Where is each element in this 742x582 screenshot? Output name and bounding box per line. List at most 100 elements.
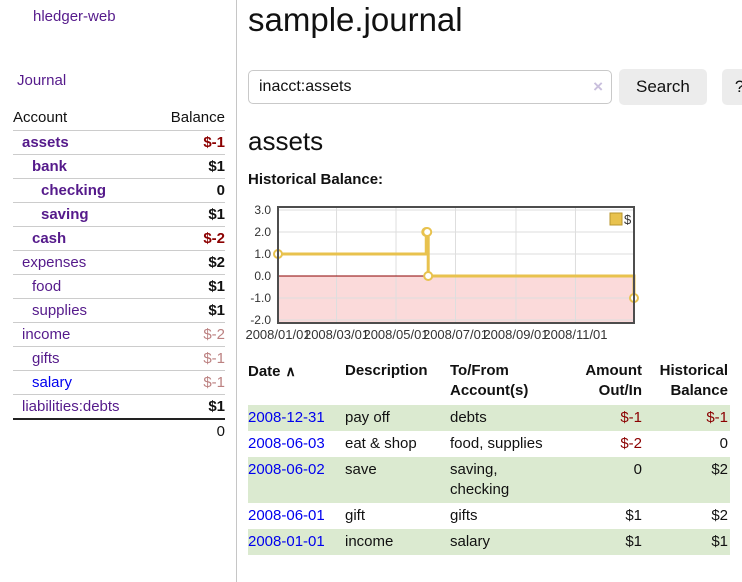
account-row: checking 0 [13, 178, 225, 203]
svg-text:2008/05/01: 2008/05/01 [363, 327, 428, 342]
clear-search-icon[interactable]: × [593, 77, 603, 96]
register-row: 2008-06-03 eat & shop food, supplies $-2… [248, 431, 730, 457]
register-row: 2008-06-02 save saving, checking 0 $2 [248, 457, 730, 503]
transaction-date-link[interactable]: 2008-06-01 [248, 507, 325, 524]
transaction-accounts: debts [450, 409, 487, 426]
transaction-amount: $1 [625, 507, 642, 524]
transaction-date-link[interactable]: 2008-06-02 [248, 461, 325, 478]
account-row: food $1 [13, 274, 225, 299]
transaction-date-link[interactable]: 2008-01-01 [248, 533, 325, 550]
transaction-accounts: gifts [450, 507, 478, 524]
account-row: assets $-1 [13, 130, 225, 155]
account-link-gifts[interactable]: gifts [32, 350, 60, 367]
register-header-balance: Historical Balance [659, 362, 728, 399]
svg-text:3.0: 3.0 [254, 203, 271, 217]
account-row: bank $1 [13, 154, 225, 179]
account-balance: $-1 [153, 346, 225, 371]
transaction-balance: 0 [719, 435, 728, 452]
transaction-amount: $-2 [620, 435, 642, 452]
transaction-accounts: food, supplies [450, 435, 543, 452]
accounts-total-value: 0 [153, 418, 225, 443]
transaction-balance: $1 [711, 533, 728, 550]
account-balance: $1 [153, 394, 225, 419]
account-row: income $-2 [13, 322, 225, 347]
transaction-date-link[interactable]: 2008-06-03 [248, 435, 325, 452]
account-balance: $1 [153, 298, 225, 323]
main-content: sample.journal × Search ? assets Histori… [245, 0, 742, 555]
account-balance: $-1 [153, 370, 225, 395]
legend-swatch-icon [609, 212, 623, 226]
account-balance: $-2 [153, 322, 225, 347]
accounts-table: Account Balance assets $-1 bank $1 check… [13, 106, 225, 443]
account-link-checking[interactable]: checking [41, 182, 107, 199]
register-header-date[interactable]: Date ∧ [248, 363, 296, 380]
brand-link[interactable]: hledger-web [33, 8, 116, 25]
historical-balance-chart: 3.0 2.0 1.0 0.0 -1.0 -2.02008/01/012008/03/01… [245, 203, 639, 342]
transaction-amount: $-1 [620, 409, 642, 426]
account-row: cash $-2 [13, 226, 225, 251]
transaction-accounts: salary [450, 533, 491, 550]
account-link-cash[interactable]: cash [32, 230, 67, 247]
account-balance: $1 [153, 202, 225, 227]
svg-text:2008/11/01: 2008/11/01 [543, 327, 607, 342]
account-row: liabilities:debts $1 [13, 394, 225, 419]
search-input[interactable] [248, 70, 612, 104]
svg-text:2008/01/01: 2008/01/01 [245, 327, 310, 342]
help-button[interactable]: ? [721, 69, 742, 105]
transaction-description: gift [345, 507, 366, 524]
account-link-liabilities-debts[interactable]: liabilities:debts [22, 398, 120, 415]
account-row: expenses $2 [13, 250, 225, 275]
search-button[interactable]: Search [619, 69, 707, 105]
account-link-supplies[interactable]: supplies [32, 302, 88, 319]
account-balance: $2 [153, 250, 225, 275]
register-table: Date ∧ Description To/From Account(s) Amo… [248, 359, 730, 555]
sort-asc-icon: ∧ [285, 363, 296, 379]
transaction-description: eat & shop [345, 435, 417, 452]
transaction-balance: $2 [711, 507, 728, 524]
chart-title: Historical Balance: [248, 171, 384, 188]
svg-text:2008/03/01: 2008/03/01 [304, 327, 369, 342]
register-header-description: Description [345, 362, 428, 379]
account-balance: $1 [153, 154, 225, 179]
accounts-header-balance: Balance [170, 109, 225, 126]
transaction-amount: $1 [625, 533, 642, 550]
accounts-total-row: 0 [13, 418, 225, 443]
account-heading: assets [248, 126, 324, 156]
account-link-bank[interactable]: bank [32, 158, 68, 175]
account-balance: $1 [153, 274, 225, 299]
account-row: saving $1 [13, 202, 225, 227]
transaction-description: pay off [345, 409, 390, 426]
svg-text:2008/07/01: 2008/07/01 [423, 327, 488, 342]
register-row: 2008-06-01 gift gifts $1 $2 [248, 503, 730, 529]
sidebar: hledger-web Journal Account Balance asse… [0, 0, 237, 582]
account-balance: 0 [153, 178, 225, 203]
account-row: gifts $-1 [13, 346, 225, 371]
transaction-balance: $2 [711, 461, 728, 478]
svg-text:0.0: 0.0 [254, 269, 271, 283]
svg-text:-1.0: -1.0 [250, 291, 271, 305]
transaction-amount: 0 [633, 461, 642, 478]
svg-text:2008/09/01: 2008/09/01 [483, 327, 548, 342]
transaction-balance: $-1 [706, 409, 728, 426]
transaction-description: income [345, 533, 394, 550]
search-form: × Search ? [248, 69, 742, 105]
svg-text:-2.0: -2.0 [250, 313, 271, 327]
svg-text:$: $ [624, 212, 632, 227]
account-link-food[interactable]: food [32, 278, 62, 295]
accounts-header-account: Account [13, 109, 68, 126]
transaction-date-link[interactable]: 2008-12-31 [248, 409, 325, 426]
account-link-expenses[interactable]: expenses [22, 254, 87, 271]
account-row: salary $-1 [13, 370, 225, 395]
register-row: 2008-01-01 income salary $1 $1 [248, 529, 730, 555]
sidebar-item-journal[interactable]: Journal [17, 72, 67, 89]
account-link-assets[interactable]: assets [22, 134, 69, 151]
account-link-saving[interactable]: saving [41, 206, 89, 223]
account-link-salary[interactable]: salary [32, 374, 73, 391]
account-row: supplies $1 [13, 298, 225, 323]
register-row: 2008-12-31 pay off debts $-1 $-1 [248, 405, 730, 431]
register-header-amount: Amount Out/In [585, 362, 642, 399]
transaction-description: save [345, 461, 377, 478]
account-balance: $-1 [153, 130, 225, 155]
account-link-income[interactable]: income [22, 326, 71, 343]
account-balance: $-2 [153, 226, 225, 251]
